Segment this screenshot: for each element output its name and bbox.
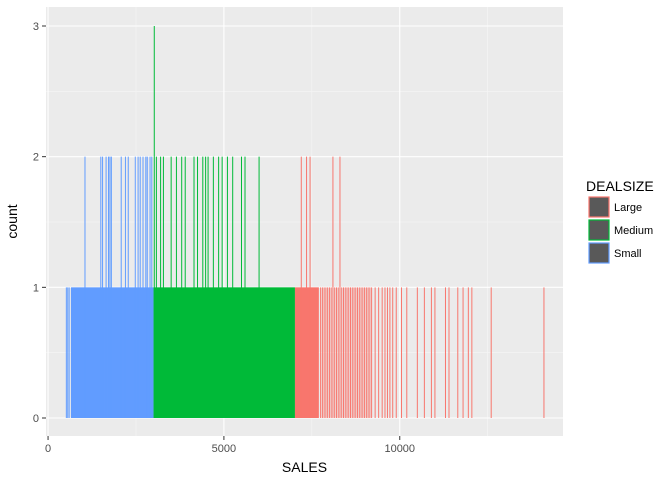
y-axis-title: count [4,204,20,238]
legend-title: DEALSIZE [586,178,654,194]
legend-label-medium: Medium [614,225,653,237]
y-tick-label: 3 [33,21,39,33]
bar-block-medium [153,287,295,418]
x-tick-label: 5000 [212,443,236,455]
histogram-bars [65,26,545,418]
legend-key-small [588,242,610,264]
legend-key-medium [588,219,610,241]
y-tick-label: 0 [33,413,39,425]
x-tick-label: 10000 [384,443,415,455]
x-axis-title: SALES [282,459,327,475]
y-axis: 0 1 2 3 [33,21,46,425]
legend-key-large [588,196,610,218]
legend: DEALSIZE Large Medium Small [586,178,654,264]
x-axis: 0 5000 10000 [45,436,415,455]
bar-block-small [70,287,154,418]
x-tick-label: 0 [45,443,51,455]
y-tick-label: 1 [33,282,39,294]
y-tick-label: 2 [33,152,39,164]
legend-label-large: Large [614,202,642,214]
legend-label-small: Small [614,248,642,260]
